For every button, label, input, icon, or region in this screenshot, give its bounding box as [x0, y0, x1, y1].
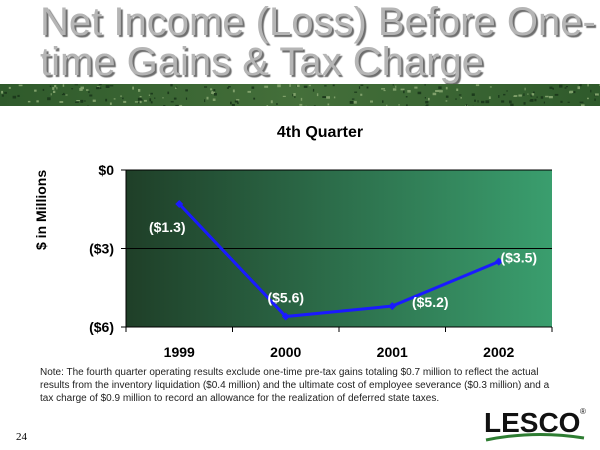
- data-label: ($5.2): [412, 294, 449, 310]
- y-tick-label: ($3): [89, 241, 114, 257]
- y-axis-label: $ in Millions: [33, 169, 49, 250]
- y-tick-label: ($6): [89, 319, 114, 335]
- footnote: Note: The fourth quarter operating resul…: [40, 367, 550, 404]
- logo-text: LESCO: [484, 407, 580, 438]
- decorative-grass-band: [0, 84, 600, 106]
- data-label: ($5.6): [267, 290, 304, 306]
- data-point: [281, 312, 290, 321]
- x-tick-label: 2000: [270, 344, 301, 360]
- x-tick-label: 2001: [377, 344, 408, 360]
- slide-title-line1: Net Income (Loss) Before One-: [40, 0, 596, 44]
- data-point: [494, 257, 503, 266]
- chart-title: 4th Quarter: [276, 124, 364, 141]
- data-label: ($1.3): [149, 219, 186, 235]
- page-number: 24: [16, 431, 27, 443]
- lesco-logo: LESCO ®: [484, 407, 586, 442]
- slide-title: Net Income (Loss) Before One- time Gains…: [40, 2, 600, 82]
- x-tick-label: 1999: [164, 344, 195, 360]
- data-point: [388, 302, 397, 311]
- logo-swoosh: [485, 432, 585, 442]
- x-tick-label: 2002: [483, 344, 514, 360]
- slide-title-line2: time Gains & Tax Charge: [40, 40, 484, 84]
- chart: 4th Quarter $0 ($3) ($6) 1999 2000 2001 2002 (…: [0, 112, 600, 372]
- chart-svg: $0 ($3) ($6) 1999 2000 2001 2002 ($1.3) ($5.6) (…: [89, 162, 553, 360]
- data-point: [175, 200, 184, 209]
- data-label: ($3.5): [500, 250, 537, 266]
- series-line: [178, 202, 500, 319]
- y-tick-label: $0: [98, 162, 114, 178]
- logo-mark: ®: [580, 407, 586, 416]
